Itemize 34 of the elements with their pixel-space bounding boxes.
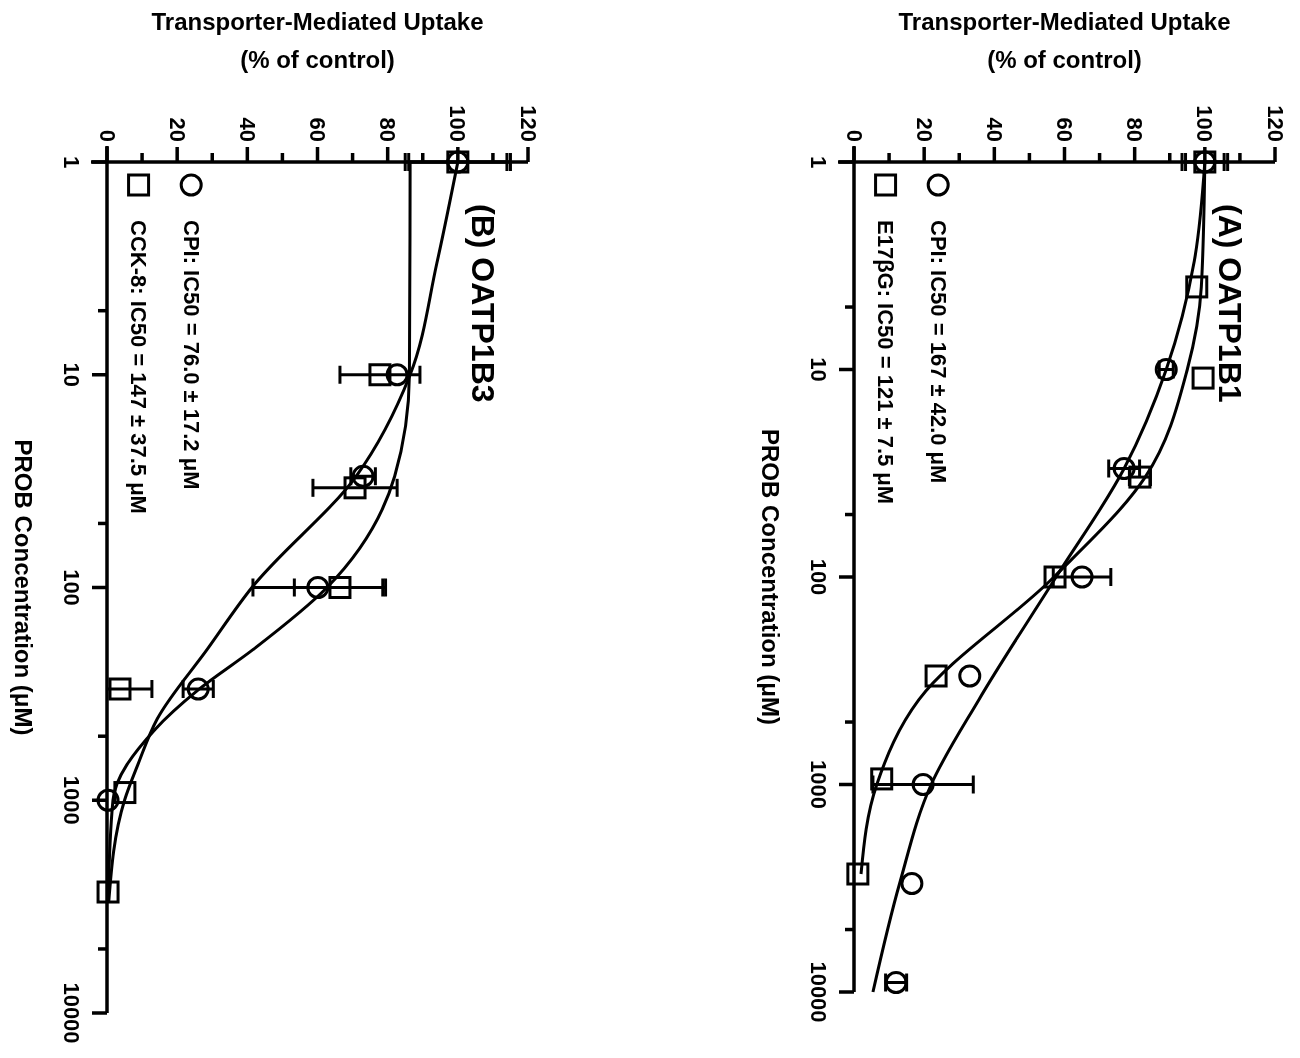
x-tick-label: 60: [1052, 117, 1077, 142]
y-tick-label: 100: [58, 569, 84, 606]
text: (A) OATP1B1: [1212, 204, 1248, 403]
x-tick-label: 40: [234, 117, 260, 142]
y-tick-label: 1: [58, 155, 84, 169]
x-tick-label: 100: [445, 105, 471, 142]
y-axis-title: PROB Concentration (μM): [9, 439, 37, 736]
x-tick-label: 20: [911, 117, 937, 142]
x-tick-label: 20: [164, 117, 190, 142]
x-tick-label: 80: [375, 117, 401, 142]
legend-label: CPI: IC50 = 167 ± 42.0 μM: [925, 220, 951, 484]
legend-label: CPI: IC50 = 76.0 ± 17.2 μM: [178, 220, 204, 490]
legend-label: E17βG: IC50 = 121 ± 7.5 μM: [873, 220, 899, 505]
y-axis-title: PROB Concentration (μM): [756, 428, 784, 726]
text: (B) OATP1B3: [465, 204, 501, 403]
x-tick-label: 100: [1192, 105, 1218, 142]
x-tick-label: 40: [981, 117, 1007, 142]
y-tick-label: 10000: [58, 982, 84, 1044]
y-tick-label: 1: [805, 155, 831, 169]
x-tick-label: 60: [305, 117, 330, 142]
x-tick-label: 120: [1262, 105, 1288, 142]
x-tick-label: 0: [94, 129, 120, 142]
x-axis-title: Transporter-Mediated Uptake (% of control): [898, 8, 1231, 73]
legend-label: CCK-8: IC50 = 147 ± 37.5 μM: [126, 220, 152, 514]
x-axis-title: Transporter-Mediated Uptake (% of control): [151, 8, 484, 73]
y-tick-label: 1000: [805, 760, 831, 809]
y-tick-label: 1000: [58, 775, 84, 825]
y-tick-label: 100: [805, 558, 831, 596]
y-tick-label: 10000: [805, 961, 831, 1023]
y-tick-label: 10: [58, 362, 84, 387]
y-tick-label: 10: [805, 357, 831, 382]
x-tick-label: 0: [841, 129, 867, 142]
x-tick-label: 120: [515, 105, 541, 142]
x-tick-label: 80: [1122, 117, 1148, 142]
